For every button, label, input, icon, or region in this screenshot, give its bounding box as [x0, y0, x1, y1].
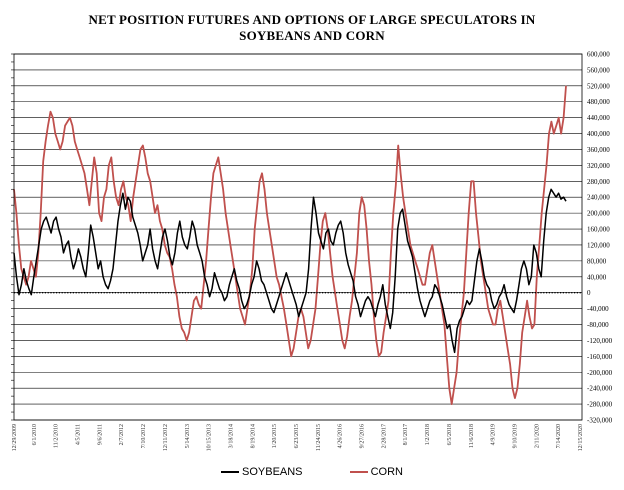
- series-line-soybeans: [13, 188, 567, 354]
- x-tick-label: 1/2/2018: [425, 424, 431, 445]
- y-tick-label: 600,000: [587, 51, 610, 59]
- chart-title-line1: NET POSITION FUTURES AND OPTIONS OF LARG…: [88, 12, 536, 27]
- x-tick-label: 1/20/2015: [272, 424, 278, 448]
- x-tick-label: 7/10/2012: [141, 424, 147, 448]
- x-tick-label: 2/11/2020: [534, 424, 540, 448]
- series-lines: [13, 85, 567, 406]
- gridlines: [11, 53, 582, 421]
- y-tick-label: 400,000: [587, 130, 610, 138]
- x-tick-label: 8/1/2017: [403, 424, 409, 445]
- y-tick-label: 80,000: [587, 257, 607, 265]
- legend: SOYBEANS CORN: [0, 466, 624, 478]
- x-tick-label: 12/11/2012: [163, 424, 169, 451]
- y-tick-label: 40,000: [587, 273, 607, 281]
- x-tick-label: 7/14/2020: [556, 424, 562, 448]
- chart-title: NET POSITION FUTURES AND OPTIONS OF LARG…: [0, 12, 624, 44]
- x-tick-label: 12/29/2009: [12, 424, 18, 451]
- y-tick-label: -160,000: [587, 353, 613, 361]
- y-tick-label: 360,000: [587, 146, 610, 154]
- y-tick-label: 440,000: [587, 114, 610, 122]
- x-tick-label: 11/2/2010: [54, 424, 60, 448]
- y-tick-label: -320,000: [587, 417, 613, 425]
- y-tick-label: 480,000: [587, 98, 610, 106]
- y-axis-ticks: 600,000 560,000 520,000 480,000 440,000 400,0…: [587, 51, 613, 425]
- x-tick-label: 6/23/2015: [294, 424, 300, 448]
- x-tick-label: 9/27/2016: [360, 424, 366, 448]
- x-tick-label: 6/5/2018: [447, 424, 453, 445]
- legend-swatch-soybeans: [221, 471, 239, 474]
- y-tick-label: 560,000: [587, 66, 610, 74]
- x-tick-label: 9/10/2019: [512, 424, 518, 448]
- y-tick-label: 200,000: [587, 210, 610, 218]
- y-tick-label: -120,000: [587, 337, 613, 345]
- x-tick-label: 2/7/2012: [119, 424, 125, 445]
- x-tick-label: 4/5/2011: [76, 424, 82, 445]
- y-tick-label: -200,000: [587, 369, 613, 377]
- x-tick-label: 12/15/2020: [578, 424, 584, 451]
- y-tick-label: -40,000: [587, 305, 609, 313]
- y-tick-label: 520,000: [587, 82, 610, 90]
- y-tick-label: 0: [587, 289, 591, 297]
- x-tick-label: 8/19/2014: [250, 424, 256, 448]
- legend-item-corn: CORN: [349, 466, 403, 478]
- legend-label-corn: CORN: [370, 466, 403, 478]
- y-tick-label: 120,000: [587, 241, 610, 249]
- x-axis-ticks: 12/29/2009 6/1/2010 11/2/2010 4/5/2011 9/6/2…: [12, 424, 584, 451]
- x-tick-label: 4/26/2016: [338, 424, 344, 448]
- y-tick-label: -240,000: [587, 385, 613, 393]
- x-tick-label: 11/24/2015: [316, 424, 322, 451]
- legend-label-soybeans: SOYBEANS: [242, 466, 303, 478]
- x-tick-label: 9/6/2011: [97, 424, 103, 445]
- y-tick-label: 240,000: [587, 194, 610, 202]
- x-tick-label: 3/18/2014: [228, 424, 234, 448]
- x-tick-label: 10/15/2013: [207, 424, 213, 451]
- x-tick-label: 5/14/2013: [185, 424, 191, 448]
- y-tick-label: -80,000: [587, 321, 609, 329]
- x-tick-label: 6/1/2010: [32, 424, 38, 445]
- series-line-corn: [13, 85, 567, 406]
- x-tick-label: 11/6/2018: [469, 424, 475, 448]
- legend-item-soybeans: SOYBEANS: [221, 466, 303, 478]
- y-tick-label: 320,000: [587, 162, 610, 170]
- chart-title-line2: SOYBEANS AND CORN: [239, 28, 385, 43]
- y-tick-label: 280,000: [587, 178, 610, 186]
- y-tick-label: -280,000: [587, 401, 613, 409]
- x-tick-label: 2/28/2017: [381, 424, 387, 448]
- legend-swatch-corn: [349, 471, 368, 474]
- y-tick-label: 160,000: [587, 226, 610, 234]
- plot-frame: [13, 53, 583, 421]
- x-tick-label: 4/9/2019: [491, 424, 497, 445]
